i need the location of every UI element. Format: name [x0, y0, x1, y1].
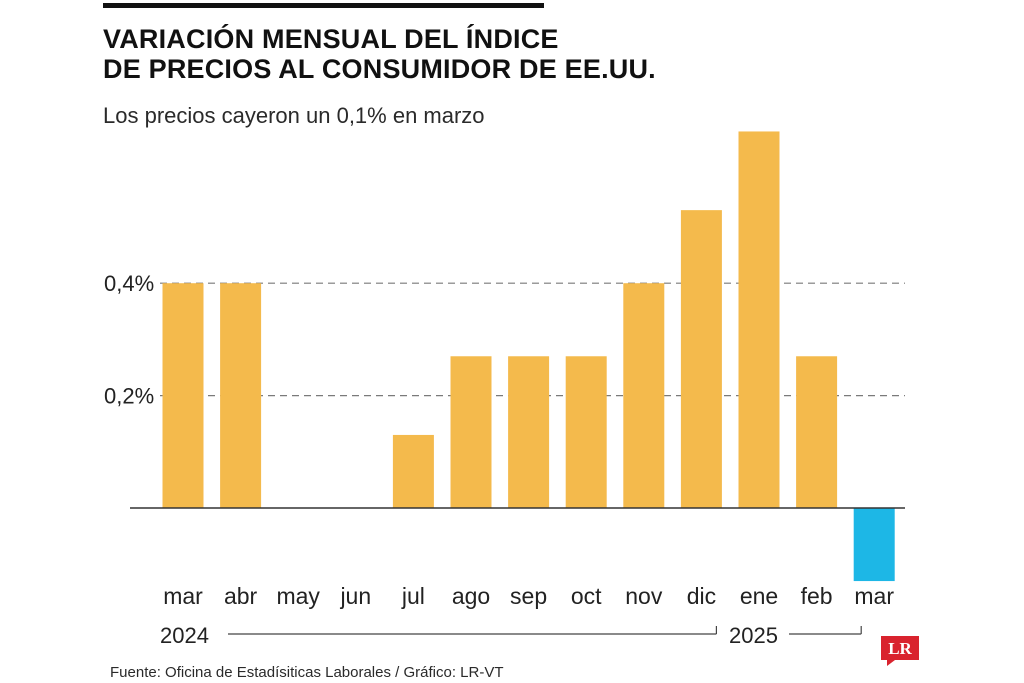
- year-label-2024: 2024: [160, 623, 209, 648]
- title-line-1: VARIACIÓN MENSUAL DEL ÍNDICE: [103, 24, 559, 54]
- bar-ago-5: [450, 356, 492, 508]
- bar-feb-11: [796, 356, 838, 508]
- chart-title: VARIACIÓN MENSUAL DEL ÍNDICE DE PRECIOS …: [103, 24, 803, 84]
- lr-logo: LR: [881, 636, 919, 666]
- bar-oct-7: [565, 356, 607, 508]
- x-tick-label: dic: [687, 583, 716, 609]
- x-tick-label: may: [276, 583, 320, 609]
- bar-sep-6: [508, 356, 550, 508]
- x-tick-label: oct: [571, 583, 602, 609]
- y-tick-label: 0,4%: [104, 271, 154, 296]
- x-tick-label: mar: [163, 583, 203, 609]
- title-line-2: DE PRECIOS AL CONSUMIDOR DE EE.UU.: [103, 54, 656, 84]
- year-label-2025: 2025: [729, 623, 778, 648]
- x-tick-label: mar: [854, 583, 894, 609]
- bar-jul-4: [392, 434, 434, 508]
- bar-nov-8: [623, 283, 665, 508]
- axis-layer: [130, 507, 905, 635]
- x-tick-label: nov: [625, 583, 663, 609]
- chart-subtitle: Los precios cayeron un 0,1% en marzo: [103, 103, 485, 128]
- source-note: Fuente: Oficina de Estadísiticas Laboral…: [110, 664, 504, 681]
- x-tick-label: feb: [801, 583, 833, 609]
- x-tick-label: abr: [224, 583, 258, 609]
- bar-dic-9: [680, 210, 722, 508]
- y-tick-label: 0,2%: [104, 384, 154, 409]
- bar-abr-1: [220, 283, 262, 508]
- svg-text:LR: LR: [888, 639, 912, 658]
- x-tick-label: ago: [452, 583, 490, 609]
- top-rule: [103, 3, 544, 8]
- labels-layer: 0,4%0,2%mar abr may jun jul ago sep oct nov dic en…: [104, 271, 894, 648]
- bar-ene-10: [738, 131, 780, 508]
- x-tick-label: jun: [339, 583, 371, 609]
- x-tick-label: sep: [510, 583, 547, 609]
- x-tick-label: jul: [401, 583, 425, 609]
- x-tick-label: ene: [740, 583, 778, 609]
- bar-mar-0: [162, 283, 204, 508]
- bars-layer: [162, 131, 895, 582]
- bar-mar-12: [853, 508, 895, 582]
